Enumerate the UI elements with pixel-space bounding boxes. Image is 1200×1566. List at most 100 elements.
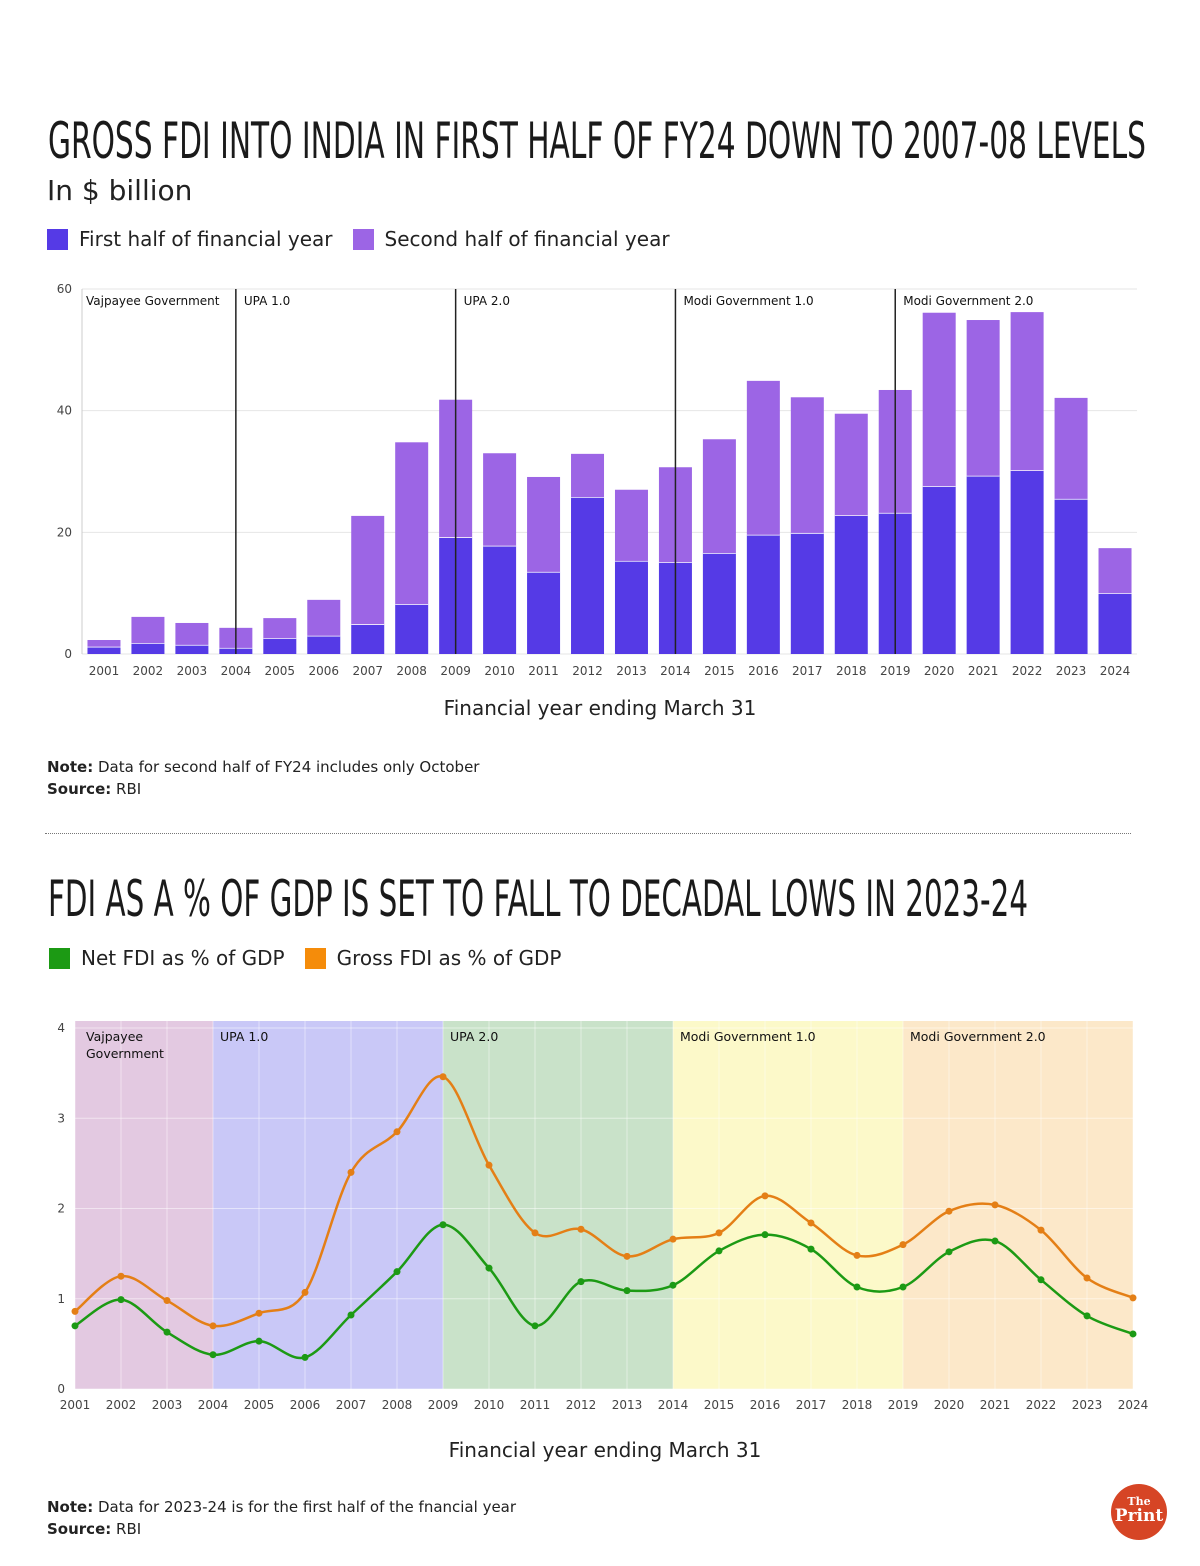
y-tick-label: 40 — [57, 404, 72, 418]
x-tick-label: 2006 — [290, 1398, 321, 1412]
x-tick-label: 2007 — [352, 664, 383, 678]
gross-fdi-point — [1037, 1226, 1045, 1234]
legend-swatch — [47, 228, 68, 250]
x-tick-label: 2005 — [265, 664, 296, 678]
bar-first-half — [395, 604, 429, 654]
bar-second-half — [351, 515, 385, 625]
net-fdi-point — [1083, 1312, 1091, 1320]
bar-first-half — [790, 532, 824, 654]
x-tick-label: 2007 — [336, 1398, 367, 1412]
chart2-legend: Net FDI as % of GDP Gross FDI as % of GD… — [49, 946, 582, 970]
chart1-note: Note: Data for second half of FY24 inclu… — [47, 756, 479, 800]
x-tick-label: 2004 — [221, 664, 252, 678]
x-tick-label: 2024 — [1118, 1398, 1149, 1412]
x-tick-label: 2022 — [1012, 664, 1043, 678]
gross-fdi-point — [255, 1309, 263, 1317]
chart1-title: GROSS FDI INTO INDIA IN FIRST HALF OF FY… — [48, 112, 1146, 170]
bar-second-half — [483, 453, 517, 546]
chart2-note: Note: Data for 2023-24 is for the first … — [47, 1496, 516, 1540]
x-tick-label: 2015 — [704, 664, 735, 678]
x-tick-label: 2003 — [152, 1398, 183, 1412]
gross-fdi-point — [853, 1251, 861, 1259]
x-tick-label: 2018 — [842, 1398, 873, 1412]
x-tick-label: 2021 — [980, 1398, 1011, 1412]
x-tick-label: 2011 — [528, 664, 559, 678]
legend-swatch — [352, 228, 374, 250]
legend-gross-fdi: Gross FDI as % of GDP — [304, 946, 562, 970]
era-label: Vajpayee Government — [86, 294, 220, 308]
net-fdi-point — [807, 1245, 815, 1253]
bar-first-half — [834, 515, 868, 654]
bar-second-half — [87, 640, 121, 647]
bar-first-half — [1054, 498, 1088, 654]
bar-first-half — [571, 497, 605, 654]
x-tick-label: 2010 — [484, 664, 515, 678]
x-tick-label: 2015 — [704, 1398, 735, 1412]
net-fdi-point — [1037, 1276, 1045, 1284]
x-tick-label: 2006 — [308, 664, 339, 678]
legend-net-fdi: Net FDI as % of GDP — [49, 946, 285, 970]
x-tick-label: 2021 — [968, 664, 999, 678]
section-divider — [45, 833, 1131, 834]
y-tick-label: 3 — [57, 1111, 65, 1125]
chart1-x-axis-label: Financial year ending March 31 — [443, 696, 757, 720]
bar-second-half — [527, 476, 561, 572]
x-tick-label: 2013 — [612, 1398, 643, 1412]
gross-fdi-point — [577, 1225, 585, 1233]
bar-second-half — [614, 489, 648, 561]
source-label: Source: — [47, 780, 112, 798]
net-fdi-point — [163, 1328, 171, 1336]
bar-second-half — [1054, 397, 1088, 499]
net-fdi-point — [715, 1247, 723, 1255]
net-fdi-point — [853, 1283, 861, 1291]
bar-second-half — [571, 453, 605, 498]
net-fdi-point — [623, 1287, 631, 1295]
x-tick-label: 2014 — [660, 664, 691, 678]
bar-first-half — [922, 486, 956, 654]
gross-fdi-point — [669, 1235, 677, 1243]
net-fdi-point — [531, 1322, 539, 1330]
x-tick-label: 2020 — [924, 664, 955, 678]
era-label: UPA 1.0 — [220, 1029, 268, 1044]
x-tick-label: 2001 — [60, 1398, 91, 1412]
source-text: RBI — [116, 1520, 142, 1538]
x-tick-label: 2009 — [428, 1398, 459, 1412]
x-tick-label: 2009 — [440, 664, 471, 678]
gross-fdi-point — [531, 1229, 539, 1237]
net-fdi-point — [485, 1264, 493, 1272]
gross-fdi-point — [807, 1219, 815, 1227]
gross-fdi-point — [71, 1307, 79, 1315]
era-label: Modi Government 1.0 — [680, 1029, 816, 1044]
line-chart: 0 1 2 3 4 Vajpayee Government UPA 1.0 UPA 2.0 Mod… — [57, 1021, 1149, 1412]
x-tick-label: 2004 — [198, 1398, 229, 1412]
era-band — [443, 1021, 673, 1389]
gross-fdi-point — [301, 1288, 309, 1296]
x-tick-label: 2016 — [748, 664, 779, 678]
x-tick-label: 2013 — [616, 664, 647, 678]
bar-first-half — [702, 553, 736, 654]
x-tick-label: 2001 — [89, 664, 120, 678]
y-tick-label: 0 — [57, 1382, 65, 1396]
net-fdi-point — [1129, 1330, 1137, 1338]
x-tick-label: 2008 — [382, 1398, 413, 1412]
gross-fdi-point — [393, 1128, 401, 1136]
net-fdi-point — [899, 1283, 907, 1291]
bar-second-half — [1098, 548, 1132, 594]
bar-first-half — [746, 534, 780, 654]
gross-fdi-point — [163, 1297, 171, 1305]
gross-fdi-point — [1083, 1274, 1091, 1282]
x-tick-label: 2022 — [1026, 1398, 1057, 1412]
y-tick-label: 1 — [57, 1292, 65, 1306]
y-tick-label: 20 — [57, 525, 72, 539]
gross-fdi-point — [715, 1229, 723, 1237]
bar-second-half — [966, 320, 1000, 476]
x-tick-label: 2011 — [520, 1398, 551, 1412]
bar-first-half — [483, 545, 517, 654]
gross-fdi-point — [1129, 1294, 1137, 1302]
era-label: Modi Government 2.0 — [910, 1029, 1046, 1044]
bar-second-half — [175, 622, 209, 645]
bar-second-half — [834, 413, 868, 516]
x-tick-label: 2020 — [934, 1398, 965, 1412]
legend-swatch — [304, 947, 326, 969]
bar-first-half — [87, 646, 121, 654]
